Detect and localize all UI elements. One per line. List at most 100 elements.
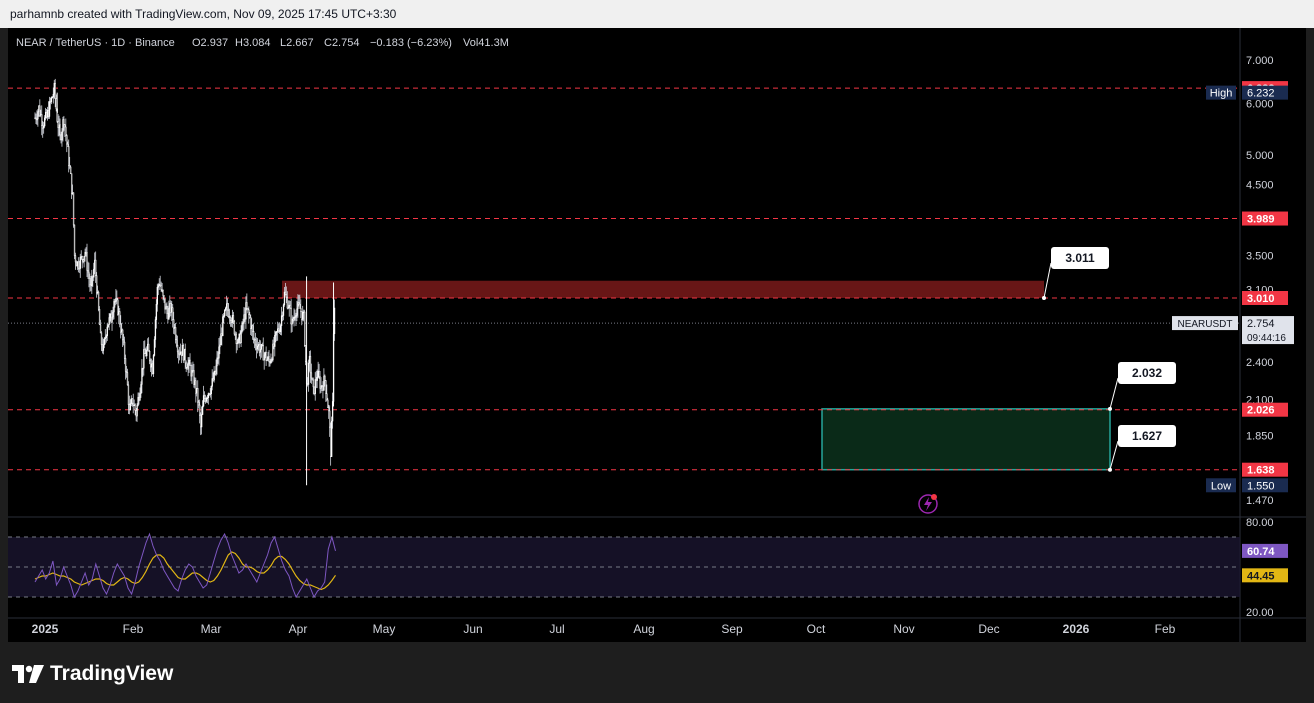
chart-area[interactable]: 3.011 2.032 1.627 7.000 6.000 5.000 4.500 3.50… xyxy=(8,28,1306,642)
candle-body xyxy=(175,339,178,346)
candle-body xyxy=(286,296,289,309)
candle-body xyxy=(34,117,36,120)
candle-body xyxy=(74,255,77,263)
candle-body xyxy=(142,367,144,370)
candle-body xyxy=(305,345,307,363)
candle-body xyxy=(158,283,160,286)
candle-body xyxy=(147,343,149,351)
candle-body xyxy=(117,299,119,315)
candle-body xyxy=(329,410,331,428)
candle-body xyxy=(181,344,184,356)
candle-body xyxy=(187,363,189,370)
candle-body xyxy=(79,256,81,269)
candle-body xyxy=(129,403,132,411)
candle-body xyxy=(148,343,150,352)
tradingview-logo[interactable]: TradingView xyxy=(12,662,173,686)
candle-body xyxy=(302,311,304,320)
candle-body xyxy=(219,344,221,348)
candle-body xyxy=(218,346,220,359)
candle-body xyxy=(82,259,84,262)
candle-body xyxy=(123,341,126,359)
candle-body xyxy=(281,315,284,317)
candle-body xyxy=(308,355,311,364)
candle-body xyxy=(132,402,134,406)
candle-body xyxy=(188,359,190,365)
candle-body xyxy=(89,278,91,286)
support-bottom-callout-pointer xyxy=(1109,440,1119,470)
candle-body xyxy=(262,344,264,361)
candle-body xyxy=(267,356,269,360)
candle-body xyxy=(252,325,254,332)
candle-body xyxy=(234,333,237,336)
time-tick-label: Apr xyxy=(289,622,308,636)
attribution-text: parhamnb created with TradingView.com, N… xyxy=(10,7,397,21)
candle-body xyxy=(314,379,316,394)
candle-body xyxy=(250,317,252,329)
candle-body xyxy=(217,357,219,360)
candle-body xyxy=(115,298,117,302)
candle-body xyxy=(268,356,270,362)
alert-bolt-icon xyxy=(918,494,938,514)
alert-bolt-glyph xyxy=(924,497,932,511)
tradingview-logo-icon xyxy=(12,665,44,683)
candle-body xyxy=(241,322,243,332)
support-top-callout-pointer xyxy=(1109,377,1119,409)
candle-body xyxy=(81,256,83,260)
candle-body xyxy=(40,114,42,116)
candle-body xyxy=(207,393,210,398)
candle-body xyxy=(176,344,179,353)
candle-body xyxy=(278,328,280,332)
candle-body xyxy=(194,380,196,385)
time-tick-label: 2026 xyxy=(1063,622,1090,636)
candle-body xyxy=(54,82,56,99)
candle-body xyxy=(312,379,315,388)
candle-body xyxy=(63,119,65,126)
candle-body xyxy=(88,271,90,279)
candle-body xyxy=(173,319,175,329)
candle-body xyxy=(127,384,130,405)
candle-body xyxy=(212,378,214,381)
candle-body xyxy=(180,351,183,356)
candle-body xyxy=(44,112,47,119)
rsi-tick-label: 20.00 xyxy=(1246,607,1274,619)
candle-body xyxy=(321,385,323,388)
time-tick-label: 2025 xyxy=(32,622,59,636)
candle-body xyxy=(69,165,71,168)
last-price-label: 2.754 xyxy=(1247,318,1275,330)
candle-body xyxy=(242,322,244,325)
support-bottom-callout-box xyxy=(1118,425,1176,447)
candle-body xyxy=(141,368,143,385)
price-tick-label: 4.500 xyxy=(1246,180,1274,192)
candle-body xyxy=(87,270,89,273)
rsi-line xyxy=(34,532,336,599)
candle-body xyxy=(60,134,62,141)
candle-body xyxy=(295,315,297,318)
candle-body xyxy=(285,294,288,298)
chart-canvas[interactable]: 3.011 2.032 1.627 7.000 6.000 5.000 4.500 3.50… xyxy=(8,28,1306,642)
candle-body xyxy=(165,306,167,310)
rsi-badge xyxy=(1242,543,1288,558)
resistance-zone xyxy=(282,280,1044,298)
legend-symbol: NEAR / TetherUS · 1D · Binance xyxy=(16,37,175,49)
price-tick-label: 7.000 xyxy=(1246,55,1274,67)
candle-body xyxy=(122,329,124,341)
candle-body xyxy=(310,372,313,379)
candle-body xyxy=(220,333,222,346)
alert-badge xyxy=(931,494,937,500)
candle-body xyxy=(274,334,276,347)
time-tick-label: Oct xyxy=(807,622,826,636)
candle-body xyxy=(301,311,303,320)
candle-body xyxy=(230,320,233,323)
candle-body xyxy=(210,386,212,395)
candle-body xyxy=(45,112,48,118)
candle-body xyxy=(37,111,39,120)
candle-body xyxy=(66,135,68,145)
support-bottom-callout-dot xyxy=(1108,467,1112,472)
candle-body xyxy=(84,252,86,257)
candle-body xyxy=(284,291,287,295)
high-tag xyxy=(1206,85,1236,100)
candle-body xyxy=(80,256,82,258)
time-tick-label: Nov xyxy=(893,622,914,636)
candle-body xyxy=(243,314,245,324)
candle-body xyxy=(55,98,57,110)
